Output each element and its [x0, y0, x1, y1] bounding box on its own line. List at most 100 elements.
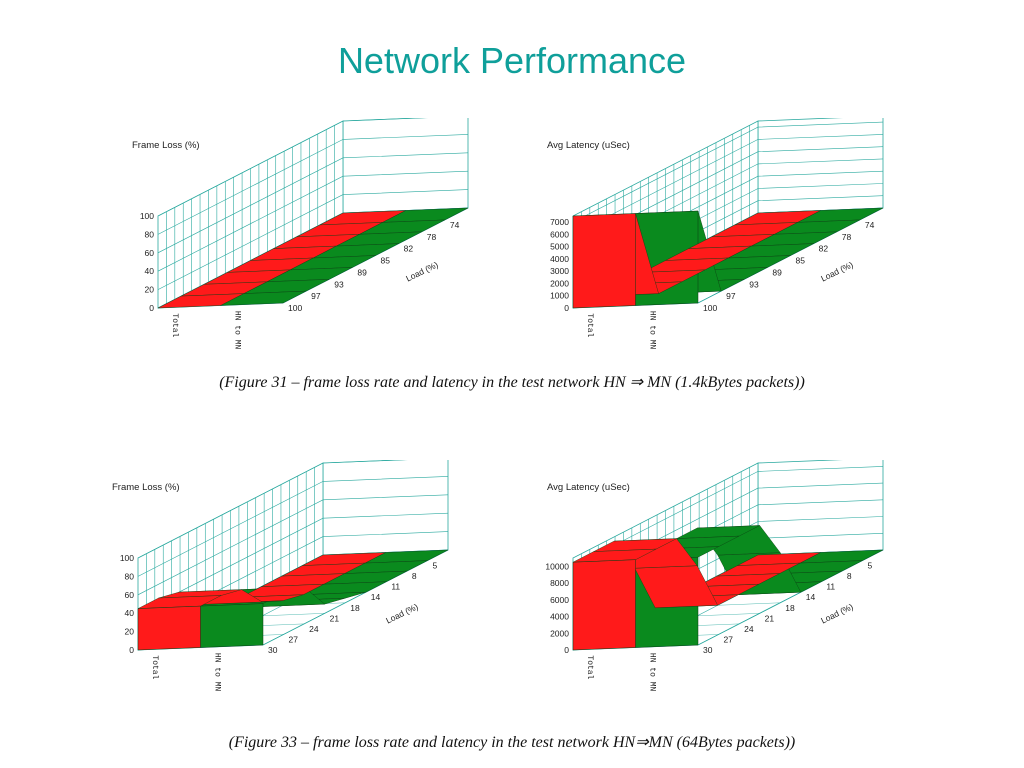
x-tick-label: 5	[867, 561, 872, 571]
x-axis-label: Load (%)	[819, 259, 855, 283]
back-wall	[757, 460, 884, 556]
y-tick-label: 20	[145, 285, 155, 295]
y-tick-label: 80	[145, 229, 155, 239]
data-mark-hn-to-mn	[200, 603, 264, 648]
y-tick-label: 40	[145, 266, 155, 276]
series-label: HN to MN	[233, 311, 242, 350]
x-tick-label: 21	[330, 613, 340, 623]
series-label: Total	[170, 313, 179, 337]
back-wall	[757, 118, 884, 214]
grid-line	[572, 466, 884, 567]
y-tick-label: 60	[145, 248, 155, 258]
x-tick-label: 100	[288, 303, 302, 313]
x-tick-label: 85	[381, 256, 391, 266]
grid-line	[137, 512, 449, 614]
latency-chart-1400b: 0 1000 2000 3000 4000 5000 6000 7000 HN to MN Tot…	[525, 118, 885, 358]
latency-chart-64b: 0 2000 4000 6000 8000 10000 HN to MN Total 30 27 2…	[525, 460, 885, 700]
figure-31-caption: (Figure 31 – frame loss rate and latency…	[219, 374, 805, 391]
x-tick-label: 5	[432, 561, 437, 571]
x-tick-label: 89	[772, 267, 782, 277]
y-tick-label: 0	[149, 303, 154, 313]
y-tick-label: 10000	[545, 561, 569, 571]
x-tick-label: 27	[724, 634, 734, 644]
x-tick-label: 93	[749, 279, 759, 289]
grid-line	[157, 170, 469, 272]
x-tick-label: 89	[357, 267, 367, 277]
x-tick-label: 11	[826, 582, 835, 592]
grid-line	[137, 460, 406, 559]
x-tick-label: 8	[412, 571, 417, 581]
series-label: HN to MN	[648, 311, 657, 350]
x-tick-label: 82	[404, 244, 414, 254]
data-mark-total	[572, 213, 636, 309]
data-mark-total	[572, 559, 636, 651]
y-tick-label: 40	[125, 608, 135, 618]
x-tick-label: 14	[371, 592, 381, 602]
y-tick-label: 6000	[550, 229, 569, 239]
x-tick-label: 8	[847, 571, 852, 581]
x-tick-label: 100	[703, 303, 717, 313]
y-tick-label: 4000	[550, 612, 569, 622]
chart-svg: 0 20 40 60 80 100 HN to MN Total 30 27 24 21 18 14 11 8…	[112, 460, 449, 692]
x-tick-label: 78	[842, 232, 852, 242]
x-tick-label: 74	[450, 220, 460, 230]
x-tick-label: 24	[744, 624, 754, 634]
grid-line	[137, 476, 449, 577]
x-tick-label: 97	[311, 291, 321, 301]
y-tick-label: 4000	[550, 254, 569, 264]
series-total	[572, 210, 821, 309]
chart-title: Frame Loss (%)	[112, 482, 180, 493]
y-tick-label: 6000	[550, 595, 569, 605]
x-tick-label: 14	[806, 592, 816, 602]
grid-line	[572, 121, 884, 223]
series-label: Total	[585, 655, 594, 679]
y-tick-label: 5000	[550, 242, 569, 252]
data-mark-total	[157, 293, 244, 309]
chart-title: Avg Latency (uSec)	[547, 140, 630, 151]
x-tick-label: 21	[765, 613, 775, 623]
figure-33-caption: (Figure 33 – frame loss rate and latency…	[228, 734, 796, 751]
y-tick-label: 2000	[550, 628, 569, 638]
y-tick-label: 3000	[550, 266, 569, 276]
y-tick-label: 0	[564, 303, 569, 313]
x-tick-label: 18	[785, 603, 795, 613]
x-tick-label: 30	[268, 645, 278, 655]
series-total	[137, 552, 386, 651]
y-tick-label: 0	[564, 645, 569, 655]
chart-svg: 0 2000 4000 6000 8000 10000 HN to MN Total 30 27 2…	[545, 460, 884, 692]
x-tick-label: 82	[819, 244, 829, 254]
x-axis-label: Load (%)	[404, 259, 440, 283]
x-tick-label: 97	[726, 291, 736, 301]
x-tick-label: 24	[309, 624, 319, 634]
y-tick-label: 0	[129, 645, 134, 655]
y-tick-label: 60	[125, 590, 135, 600]
grid-line	[137, 494, 449, 596]
chart-svg: 0 1000 2000 3000 4000 5000 6000 7000 HN to MN Tot…	[547, 118, 884, 350]
series-total	[572, 538, 821, 651]
x-tick-label: 93	[334, 279, 344, 289]
slide-title: Network Performance	[337, 40, 687, 81]
x-tick-label: 18	[350, 603, 360, 613]
x-axis-label: Load (%)	[384, 601, 420, 625]
grid-line	[157, 189, 469, 290]
y-tick-label: 2000	[550, 278, 569, 288]
frame-loss-chart-1400b: 0 20 40 60 80 100 HN to MN Total 100 97 93 89 85 82 78…	[110, 118, 470, 358]
back-wall	[342, 118, 469, 214]
x-tick-label: 85	[796, 256, 806, 266]
grid-line	[157, 152, 469, 254]
back-wall	[322, 460, 449, 556]
y-tick-label: 20	[125, 627, 135, 637]
y-tick-label: 100	[140, 211, 154, 221]
grid-line	[157, 118, 426, 217]
series-total	[157, 210, 406, 309]
series-label: Total	[585, 313, 594, 337]
data-mark-total	[137, 605, 201, 651]
x-tick-label: 30	[703, 645, 713, 655]
x-tick-label: 11	[391, 582, 400, 592]
series-label: HN to MN	[213, 653, 222, 692]
grid-line	[572, 134, 884, 235]
x-tick-label: 74	[865, 220, 875, 230]
series-label: Total	[150, 655, 159, 679]
grid-line	[157, 134, 469, 235]
y-tick-label: 8000	[550, 578, 569, 588]
